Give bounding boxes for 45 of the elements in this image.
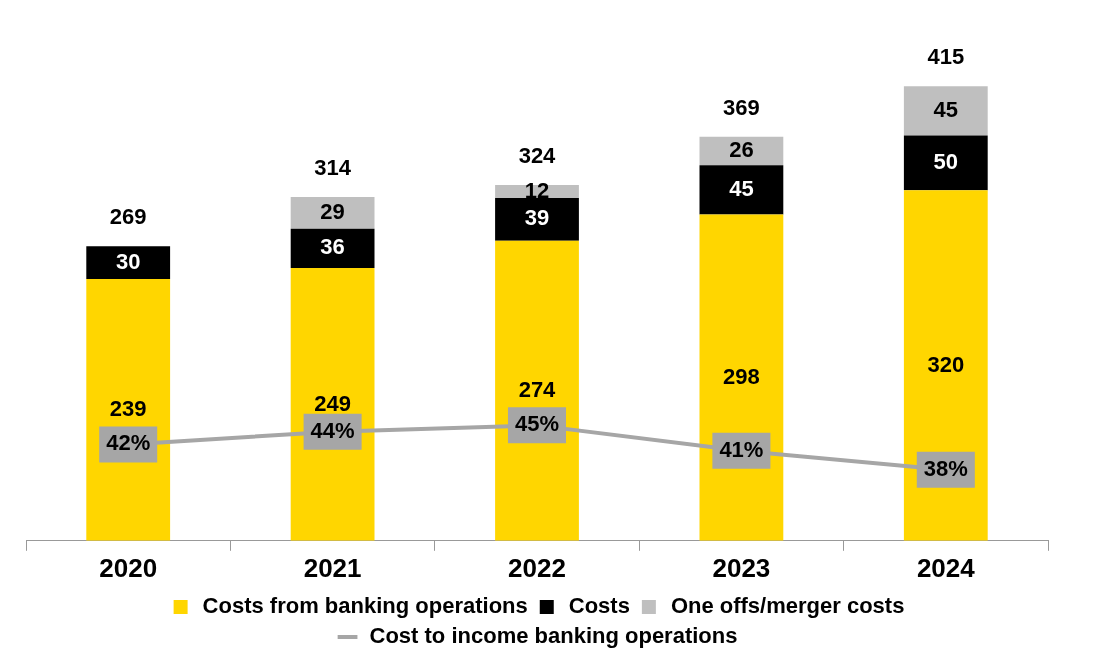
bar: [290, 228, 375, 269]
total-label: 415: [927, 44, 965, 70]
bar: [903, 135, 988, 191]
legend-label: Cost to income banking operations: [369, 623, 738, 649]
total-label: 324: [518, 142, 557, 168]
data-label: 29: [320, 198, 345, 224]
data-label: 320: [927, 351, 965, 377]
bar: [86, 279, 171, 541]
data-label: 30: [115, 248, 141, 274]
total-label: 269: [109, 204, 147, 230]
x-tick-label: 2020: [99, 552, 158, 583]
data-label: 39: [524, 205, 550, 231]
total-label: 369: [723, 94, 760, 120]
data-label: 12: [524, 177, 550, 203]
bar: [699, 165, 784, 215]
data-label: 45%: [514, 411, 560, 437]
bar: [290, 196, 375, 229]
bar: [699, 214, 784, 541]
x-tick-label: 2024: [916, 552, 976, 583]
data-label: 41%: [719, 436, 764, 462]
data-label: 38%: [923, 455, 968, 481]
data-label: 249: [314, 390, 351, 416]
bar: [290, 268, 375, 541]
bar: [495, 198, 579, 241]
data-label: 239: [109, 396, 147, 421]
legend-label: Costs: [568, 593, 630, 619]
data-label: 45: [729, 175, 754, 201]
x-tick-label: 2022: [508, 552, 566, 583]
data-label: 50: [933, 149, 959, 175]
data-label: 36: [320, 234, 345, 260]
bar: [903, 86, 988, 136]
data-label: 274: [518, 376, 557, 402]
x-tick-label: 2021: [303, 552, 362, 583]
x-tick-label: 2023: [712, 552, 771, 583]
legend-label: One offs/merger costs: [670, 593, 905, 619]
data-label: 44%: [310, 417, 355, 443]
data-label: 298: [723, 363, 760, 389]
data-label: 26: [729, 137, 754, 162]
total-label: 314: [314, 155, 352, 180]
data-label: 42%: [106, 430, 151, 456]
bar: [86, 246, 171, 280]
bar: [903, 190, 988, 541]
bar: [495, 240, 579, 541]
legend-label: Costs from banking operations: [202, 593, 528, 619]
data-label: 45: [933, 97, 959, 123]
